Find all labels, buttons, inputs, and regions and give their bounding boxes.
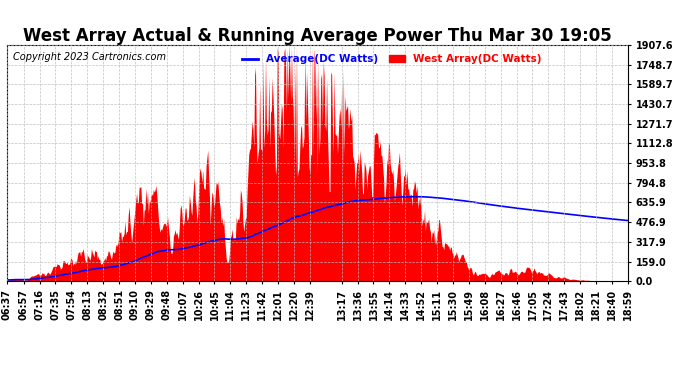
Title: West Array Actual & Running Average Power Thu Mar 30 19:05: West Array Actual & Running Average Powe…: [23, 27, 612, 45]
Legend: Average(DC Watts), West Array(DC Watts): Average(DC Watts), West Array(DC Watts): [238, 50, 546, 69]
Text: Copyright 2023 Cartronics.com: Copyright 2023 Cartronics.com: [13, 52, 166, 62]
